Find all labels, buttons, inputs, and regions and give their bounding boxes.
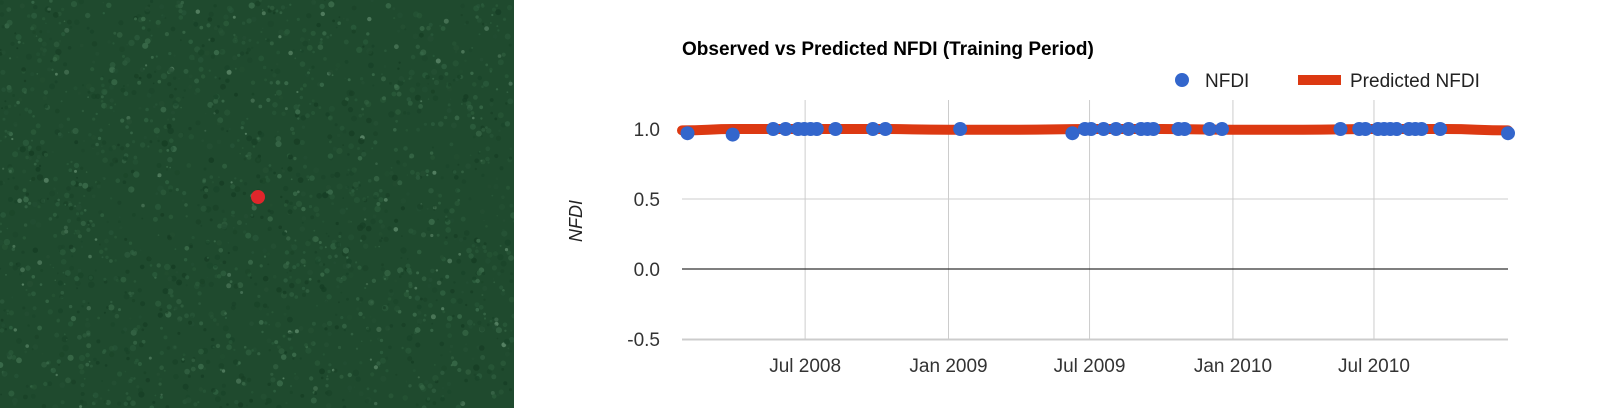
y-tick-label: -0.5 [627, 330, 660, 351]
nfdi-point [1121, 122, 1136, 136]
x-tick-label: Jul 2009 [1054, 356, 1126, 377]
legend-predicted-swatch [1298, 75, 1341, 85]
nfdi-point [1084, 122, 1099, 136]
nfdi-point [1096, 122, 1111, 136]
location-marker [251, 190, 265, 204]
x-tick-label: Jul 2008 [769, 356, 841, 377]
chart-title: Observed vs Predicted NFDI (Training Per… [682, 39, 1094, 60]
nfdi-point [1501, 126, 1515, 141]
legend: NFDI Predicted NFDI [1175, 71, 1480, 92]
nfdi-point [1358, 122, 1373, 136]
x-tick-label: Jul 2010 [1338, 356, 1410, 377]
nfdi-point [1333, 122, 1348, 136]
nfdi-point [1177, 122, 1192, 136]
nfdi-point [725, 127, 740, 142]
nfdi-point [1146, 122, 1161, 136]
chart-panel: 1.0 0.5 0.0 -0.5 Jul 2008 Jan 2009 Jul 2009 Jan… [530, 0, 1618, 408]
satellite-image [0, 0, 514, 408]
nfdi-point [1389, 122, 1404, 136]
nfdi-point [878, 122, 893, 136]
nfdi-point [953, 122, 968, 136]
nfdi-point [1202, 122, 1217, 136]
nfdi-point [1414, 122, 1429, 136]
nfdi-point [865, 122, 880, 136]
nfdi-point [766, 122, 781, 136]
nfdi-point [1215, 122, 1229, 136]
nfdi-chart: 1.0 0.5 0.0 -0.5 Jul 2008 Jan 2009 Jul 2009 Jan… [566, 39, 1515, 377]
nfdi-point [778, 122, 793, 136]
y-tick-label: 0.0 [634, 260, 660, 281]
legend-nfdi-marker [1175, 73, 1189, 87]
satellite-image-panel [0, 0, 530, 408]
nfdi-point [1433, 122, 1448, 136]
observed-series [680, 122, 1515, 142]
nfdi-point [828, 122, 843, 136]
legend-predicted-label: Predicted NFDI [1350, 71, 1480, 92]
x-tick-label: Jan 2009 [909, 356, 987, 377]
nfdi-point [1109, 122, 1123, 136]
legend-nfdi-label: NFDI [1205, 71, 1249, 92]
y-axis-label: NFDI [566, 200, 586, 242]
nfdi-point [1065, 126, 1080, 141]
x-tick-label: Jan 2010 [1194, 356, 1272, 377]
y-tick-label: 1.0 [634, 120, 660, 141]
y-tick-label: 0.5 [634, 190, 660, 211]
nfdi-point [809, 122, 824, 136]
vegetation-texture [0, 0, 514, 408]
axes: 1.0 0.5 0.0 -0.5 Jul 2008 Jan 2009 Jul 2009 Jan… [627, 120, 1508, 377]
nfdi-point [680, 126, 695, 141]
